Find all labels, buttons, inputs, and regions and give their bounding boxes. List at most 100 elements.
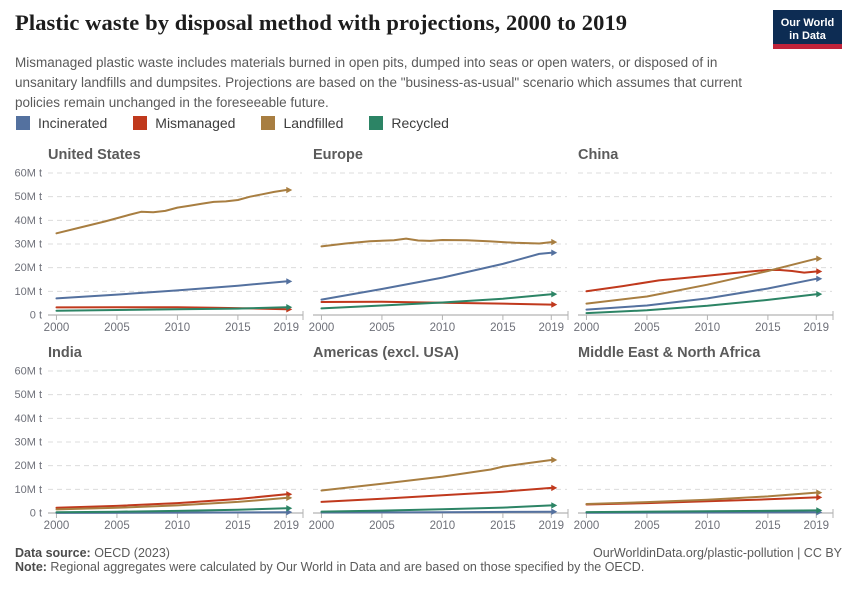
line-landfilled-united-states [55, 189, 288, 235]
projection-arrow-icon [551, 456, 558, 464]
projection-arrow-icon [816, 275, 823, 282]
y-axis-tick-label: 20M t [14, 262, 42, 274]
y-axis-tick-label: 60M t [14, 168, 42, 180]
line-recycled-china [585, 293, 818, 315]
line-landfilled-europe [320, 237, 553, 248]
projection-arrow-icon [816, 255, 823, 262]
region-title-europe: Europe [313, 147, 363, 163]
line-landfilled-americas-excl-usa [320, 459, 553, 492]
projection-arrow-icon [551, 508, 558, 515]
x-axis-tick-label: 2000 [309, 322, 335, 334]
x-axis-tick-label: 2015 [225, 322, 251, 334]
projection-arrow-icon [551, 301, 558, 308]
legend-swatch-icon [16, 116, 30, 130]
y-axis-tick-label: 50M t [14, 389, 42, 401]
line-incinerated-united-states [55, 280, 288, 300]
line-incinerated-europe [320, 251, 553, 301]
x-axis-tick-label: 2005 [369, 322, 395, 334]
line-recycled-europe [320, 293, 553, 310]
line-landfilled-india [55, 496, 288, 511]
chart-subtitle: Mismanaged plastic waste includes materi… [15, 55, 742, 110]
x-axis-tick-label: 2000 [574, 520, 600, 532]
legend-item-mismanaged: Mismanaged [133, 115, 235, 131]
line-incinerated-china [585, 277, 818, 311]
x-axis-tick-label: 2005 [634, 520, 660, 532]
page-title: Plastic waste by disposal method with pr… [15, 10, 628, 35]
projection-arrow-icon [286, 494, 293, 502]
legend-swatch-icon [261, 116, 276, 130]
y-axis-tick-label: 30M t [14, 239, 42, 251]
projection-arrow-icon [816, 494, 823, 501]
owid-url-link[interactable]: OurWorldinData.org/plastic-pollution [593, 546, 794, 560]
projection-arrow-icon [551, 249, 558, 256]
region-title-united-states: United States [48, 147, 141, 163]
legend-swatch-icon [369, 116, 384, 130]
x-axis-tick-label: 2000 [44, 520, 70, 532]
legend-item-incinerated: Incinerated [16, 115, 107, 131]
x-axis-tick-label: 2019 [538, 322, 564, 334]
x-axis-tick-label: 2005 [369, 520, 395, 532]
line-recycled-india [55, 507, 288, 514]
y-axis-tick-label: 40M t [14, 413, 42, 425]
region-title-middle-east-north-africa: Middle East & North Africa [578, 345, 761, 361]
y-axis-tick-label: 40M t [14, 215, 42, 227]
projection-arrow-icon [286, 303, 293, 311]
x-axis-tick-label: 2019 [803, 520, 829, 532]
y-axis-tick-label: 20M t [14, 460, 42, 472]
y-axis-tick-label: 50M t [14, 191, 42, 203]
footer-note: Note: Regional aggregates were calculate… [15, 560, 645, 574]
x-axis-tick-label: 2015 [755, 322, 781, 334]
projection-arrow-icon [551, 290, 558, 298]
y-axis-tick-label: 0 t [30, 310, 42, 322]
projection-arrow-icon [286, 505, 293, 512]
x-axis-tick-label: 2005 [104, 520, 130, 532]
projection-arrow-icon [286, 186, 293, 194]
projection-arrow-icon [286, 278, 293, 285]
chart-panel-middle-east-north-africa: 2000 2005 2010 2015 2019 [574, 370, 834, 532]
line-mismanaged-americas-excl-usa [320, 486, 553, 503]
x-axis-tick-label: 2010 [165, 322, 191, 334]
x-axis-tick-label: 2015 [490, 322, 516, 334]
legend-swatch-icon [133, 116, 148, 130]
footer-right: OurWorldinData.org/plastic-pollution | C… [593, 546, 842, 560]
x-axis-tick-label: 2010 [695, 322, 721, 334]
x-axis-tick-label: 2010 [695, 520, 721, 532]
line-recycled-americas-excl-usa [320, 504, 553, 513]
x-axis-tick-label: 2019 [803, 322, 829, 334]
projection-arrow-icon [551, 502, 558, 509]
line-recycled-middle-east-north-africa [585, 509, 818, 514]
x-axis-tick-label: 2010 [165, 520, 191, 532]
line-recycled-united-states [55, 306, 288, 312]
line-mismanaged-india [55, 493, 288, 509]
footer: Data source: OECD (2023) OurWorldinData.… [15, 546, 842, 574]
line-landfilled-middle-east-north-africa [585, 491, 818, 505]
owid-logo-text: Our World in Data [780, 16, 835, 42]
owid-logo-stripe [773, 44, 842, 49]
y-axis-tick-label: 60M t [14, 366, 42, 378]
chart-panel-europe: 2000 2005 2010 2015 2019 [309, 172, 569, 334]
line-landfilled-china [585, 257, 818, 305]
x-axis-tick-label: 2015 [490, 520, 516, 532]
x-axis-tick-label: 2010 [430, 520, 456, 532]
line-mismanaged-china [585, 269, 818, 293]
projection-arrow-icon [816, 489, 823, 496]
owid-logo[interactable]: Our World in Data [773, 10, 842, 49]
y-axis-tick-label: 10M t [14, 286, 42, 298]
region-title-americas-excl-usa: Americas (excl. USA) [313, 345, 459, 361]
projection-arrow-icon [551, 238, 558, 246]
line-incinerated-americas-excl-usa [320, 510, 553, 514]
license-text: | CC BY [793, 546, 842, 560]
x-axis-tick-label: 2019 [538, 520, 564, 532]
data-source: Data source: OECD (2023) [15, 546, 170, 560]
x-axis-tick-label: 2019 [273, 520, 299, 532]
region-title-china: China [578, 147, 619, 163]
legend-item-recycled: Recycled [369, 115, 449, 131]
x-axis-tick-label: 2010 [430, 322, 456, 334]
region-title-india: India [48, 345, 82, 361]
projection-arrow-icon [551, 484, 558, 492]
x-axis-tick-label: 2005 [104, 322, 130, 334]
projection-arrow-icon [816, 290, 823, 298]
x-axis-tick-label: 2000 [309, 520, 335, 532]
